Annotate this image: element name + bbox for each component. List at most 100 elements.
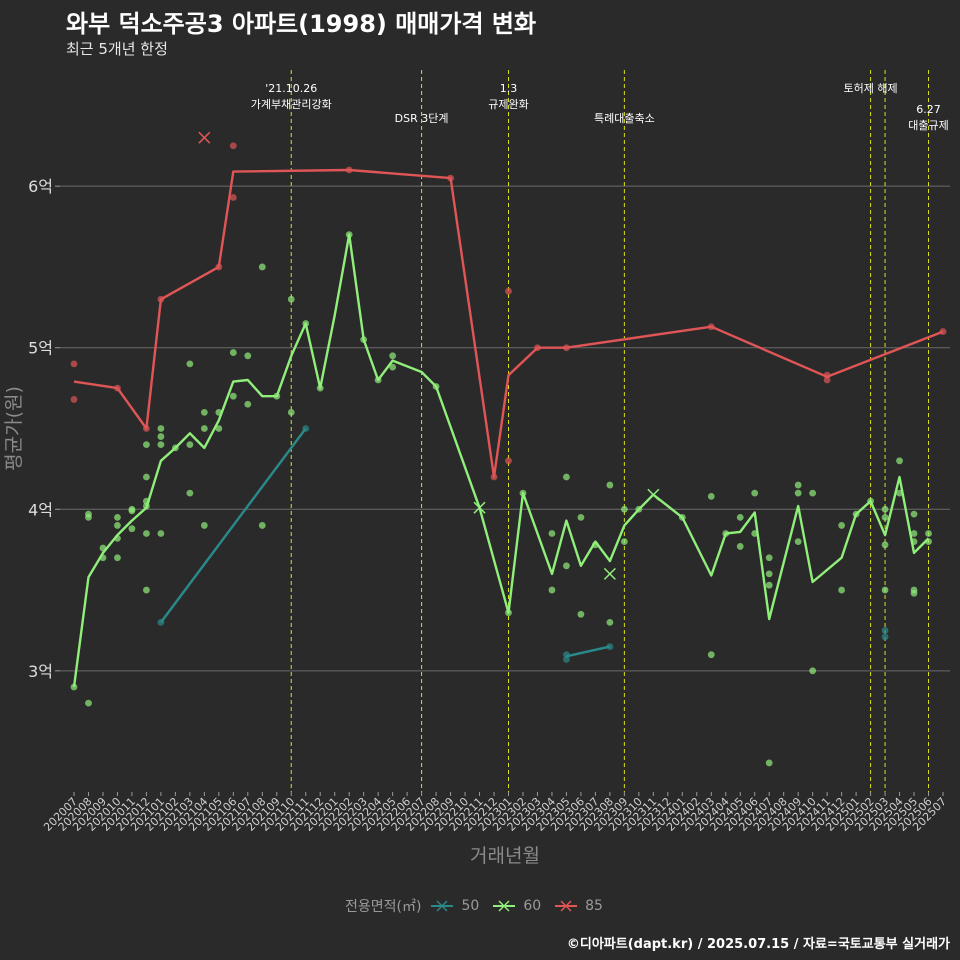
data-point-60-26 — [186, 360, 194, 368]
data-point-60-56 — [577, 513, 585, 521]
legend-swatch-85 — [555, 900, 578, 912]
data-point-60-33 — [229, 349, 237, 356]
legend-item-50: 50 — [429, 898, 479, 914]
data-point-60-68 — [736, 513, 744, 521]
data-point-60-31 — [215, 408, 223, 416]
data-point-50-5 — [881, 633, 889, 641]
data-point-60-87 — [881, 505, 889, 513]
data-point-60-48 — [432, 383, 440, 390]
data-point-60-93 — [910, 530, 918, 537]
data-point-60-3 — [85, 510, 92, 518]
y-tick-label-1: 4억 — [28, 500, 53, 519]
data-point-60-84 — [881, 586, 889, 594]
legend-swatch-50 — [431, 900, 454, 912]
data-point-85-6 — [229, 194, 237, 201]
data-point-60-65 — [707, 492, 715, 500]
data-point-60-55 — [577, 610, 585, 618]
legend-item-60: 60 — [491, 898, 541, 914]
y-tick-label-3: 6억 — [28, 177, 53, 196]
legend: 전용면적(㎡) 50 60 85 — [0, 896, 960, 916]
data-point-60-46 — [389, 363, 397, 371]
cross-marker-60-0 — [473, 501, 486, 514]
data-point-85-9 — [447, 174, 454, 182]
data-point-60-92 — [910, 538, 918, 545]
data-point-60-79 — [809, 489, 817, 497]
data-point-60-23 — [171, 444, 179, 452]
annotation-label-202506: 6.27 대출규제 — [908, 103, 948, 132]
data-point-60-94 — [910, 510, 918, 518]
data-point-60-12 — [128, 505, 136, 513]
data-point-85-15 — [707, 323, 715, 331]
data-point-50-4 — [606, 643, 614, 650]
cross-marker-60-1 — [603, 567, 616, 580]
series-line-50 — [159, 427, 307, 624]
data-point-60-1 — [85, 699, 92, 707]
data-point-60-37 — [258, 263, 266, 271]
data-point-60-15 — [143, 502, 150, 510]
data-point-85-5 — [215, 263, 223, 271]
data-point-85-8 — [345, 166, 353, 174]
data-point-60-20 — [157, 441, 165, 449]
series-layer — [70, 131, 947, 767]
data-point-60-66 — [722, 530, 730, 537]
data-point-60-67 — [736, 543, 744, 550]
data-point-60-38 — [273, 392, 281, 400]
chart-subtitle: 최근 5개년 한정 — [66, 40, 168, 58]
data-point-60-77 — [794, 481, 802, 489]
data-point-60-82 — [852, 510, 860, 518]
data-point-85-1 — [70, 396, 78, 403]
cross-marker-60-2 — [647, 488, 660, 501]
data-point-60-63 — [678, 513, 686, 521]
data-point-60-36 — [258, 522, 266, 529]
data-point-85-18 — [939, 328, 947, 335]
data-point-60-14 — [143, 530, 150, 537]
x-axis-title: 거래년월 — [470, 845, 540, 867]
data-point-50-1 — [302, 425, 310, 432]
y-axis-title: 평균가(원) — [3, 386, 25, 471]
annotation-label-202207: DSR 3단계 — [395, 112, 449, 125]
data-point-60-60 — [620, 538, 628, 545]
data-point-60-80 — [838, 586, 846, 594]
data-point-60-53 — [563, 562, 570, 570]
annotation-label-202309: 특례대출축소 — [594, 112, 655, 125]
data-point-60-52 — [548, 530, 556, 537]
data-point-60-58 — [606, 618, 614, 626]
data-point-50-3 — [563, 651, 570, 659]
data-point-60-39 — [287, 408, 295, 416]
data-point-85-11 — [505, 457, 512, 465]
data-point-60-88 — [896, 489, 903, 497]
data-point-60-13 — [143, 586, 150, 594]
y-tick-label-0: 3억 — [28, 662, 53, 681]
source-caption: ©디아파트(dapt.kr) / 2025.07.15 / 자료=국토교통부 실… — [566, 937, 950, 952]
data-point-60-85 — [881, 541, 889, 549]
data-point-60-83 — [867, 497, 874, 505]
annotation-label-202502: 토허제 해제 — [844, 81, 898, 95]
data-point-60-7 — [114, 534, 121, 542]
data-point-60-62 — [635, 505, 643, 513]
series-line-60 — [72, 233, 930, 688]
data-point-60-78 — [809, 667, 817, 675]
data-point-85-13 — [534, 344, 541, 352]
data-point-60-95 — [925, 538, 932, 545]
data-point-60-21 — [157, 433, 165, 440]
grid-lines — [60, 185, 950, 672]
data-point-60-74 — [765, 554, 773, 562]
legend-swatch-60 — [493, 900, 516, 912]
data-point-60-41 — [302, 320, 310, 327]
data-point-60-73 — [765, 570, 773, 578]
data-point-60-28 — [200, 425, 208, 432]
data-point-85-7 — [229, 142, 237, 150]
data-point-85-4 — [157, 295, 165, 303]
data-point-50-0 — [157, 618, 165, 626]
data-point-60-86 — [881, 513, 889, 521]
data-point-60-75 — [794, 538, 802, 545]
data-point-60-16 — [143, 497, 150, 505]
legend-item-85: 85 — [553, 898, 603, 914]
legend-label-60: 60 — [523, 898, 542, 914]
data-point-60-9 — [114, 513, 121, 521]
data-point-60-54 — [563, 473, 570, 481]
data-point-60-91 — [910, 586, 918, 594]
legend-title: 전용면적(㎡) — [345, 899, 422, 915]
